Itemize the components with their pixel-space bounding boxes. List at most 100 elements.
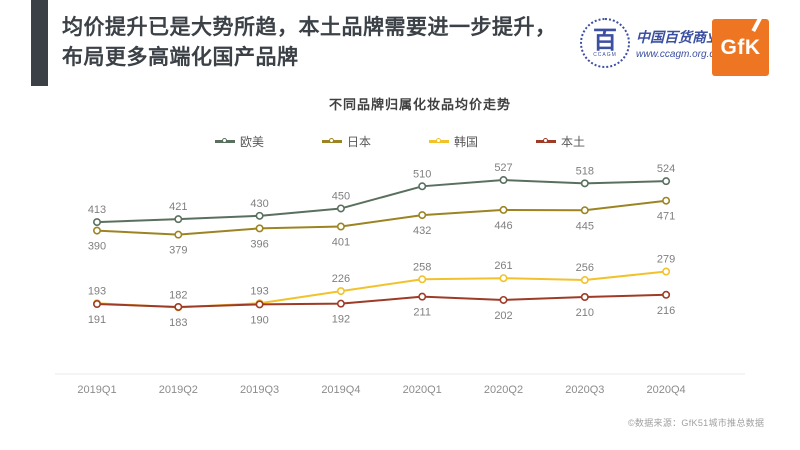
- data-label: 193: [88, 285, 106, 297]
- data-label: 191: [88, 314, 106, 326]
- data-point: [662, 267, 671, 276]
- data-point: [418, 292, 427, 301]
- legend-label: 欧美: [239, 135, 264, 149]
- data-point: [580, 293, 589, 302]
- legend-label: 韩国: [454, 135, 479, 149]
- ccagm-emblem-glyph: 百: [593, 25, 617, 54]
- data-point: [580, 206, 589, 215]
- data-label: 432: [413, 225, 431, 237]
- data-point: [255, 300, 264, 309]
- data-point: [499, 295, 508, 304]
- data-point: [255, 211, 264, 220]
- data-point: [336, 204, 345, 213]
- data-point: [499, 274, 508, 283]
- data-point: [662, 196, 671, 205]
- data-point: [174, 215, 183, 224]
- data-label: 192: [332, 314, 350, 326]
- data-label: 210: [576, 307, 594, 319]
- data-point: [93, 218, 102, 227]
- x-axis-tick: 2020Q3: [565, 384, 604, 396]
- legend-marker-icon: [214, 138, 235, 144]
- data-label: 390: [88, 241, 106, 253]
- line-chart: 2019Q1 2019Q2 2019Q3 2019Q4 2020Q1 2020Q2 2020…: [55, 162, 745, 396]
- data-point: [93, 226, 102, 235]
- x-axis-tick: 2019Q2: [159, 384, 198, 396]
- chart-title: 不同品牌归属化妆品均价走势: [328, 98, 511, 113]
- data-label: 446: [494, 220, 512, 232]
- legend-marker-icon: [321, 138, 342, 144]
- data-point: [174, 302, 183, 311]
- series-line-0: [96, 179, 667, 224]
- legend-item-0: 欧美: [214, 133, 264, 150]
- data-point: [499, 176, 508, 185]
- x-axis-tick: 2020Q1: [403, 384, 442, 396]
- data-point: [499, 205, 508, 214]
- data-point: [580, 179, 589, 188]
- chart-legend: 欧美 日本 韩国 本土: [0, 133, 800, 150]
- data-label: 413: [88, 204, 106, 216]
- x-axis-tick: 2019Q1: [77, 384, 116, 396]
- data-label: 527: [494, 162, 512, 174]
- data-point: [662, 177, 671, 186]
- data-label: 379: [169, 245, 187, 257]
- data-point: [93, 300, 102, 309]
- data-label: 261: [494, 260, 512, 272]
- page-title-line1: 均价提升已是大势所趋，本土品牌需要进一步提升，: [62, 16, 557, 39]
- data-point: [174, 230, 183, 239]
- data-source-footnote: ©数据来源：GfK51城市推总数据: [628, 418, 765, 428]
- data-label: 182: [169, 289, 187, 301]
- gfk-logo-text: GfK: [720, 35, 761, 59]
- legend-item-1: 日本: [321, 133, 371, 150]
- data-label: 396: [250, 238, 268, 250]
- legend-marker-dot-icon: [543, 138, 549, 144]
- legend-item-3: 本土: [536, 133, 585, 150]
- data-point: [662, 290, 671, 299]
- legend-label: 本土: [561, 135, 586, 149]
- data-label: 183: [169, 317, 187, 329]
- data-point: [418, 275, 427, 284]
- gfk-logo-accent: [751, 19, 763, 33]
- legend-label: 日本: [346, 135, 371, 149]
- data-label: 202: [494, 310, 512, 322]
- page-title-line2: 布局更多高端化国产品牌: [62, 46, 299, 69]
- data-label: 518: [576, 165, 594, 177]
- x-axis-tick: 2020Q4: [647, 384, 686, 396]
- page-title: 均价提升已是大势所趋，本土品牌需要进一步提升， 布局更多高端化国产品牌: [62, 13, 562, 73]
- data-point: [580, 276, 589, 285]
- data-label: 216: [657, 305, 675, 317]
- x-axis-tick: 2019Q3: [240, 384, 279, 396]
- data-point: [336, 222, 345, 231]
- data-label: 430: [250, 198, 268, 210]
- data-point: [418, 182, 427, 191]
- data-label: 226: [332, 273, 350, 285]
- data-point: [336, 287, 345, 296]
- data-label: 279: [657, 254, 675, 266]
- data-label: 450: [332, 190, 350, 202]
- legend-item-2: 韩国: [429, 133, 478, 150]
- ccagm-emblem-icon: 百 CCAGM: [580, 18, 630, 68]
- data-label: 510: [413, 168, 431, 180]
- gfk-logo: GfK: [712, 19, 769, 76]
- series-line-1: [96, 199, 667, 236]
- data-label: 193: [250, 285, 268, 297]
- data-label: 190: [250, 314, 268, 326]
- data-label: 445: [576, 220, 594, 232]
- ccagm-website: www.ccagm.org.cn: [636, 48, 720, 60]
- data-label: 258: [413, 261, 431, 273]
- data-label: 471: [657, 211, 675, 223]
- data-label: 256: [576, 262, 594, 274]
- data-label: 401: [332, 237, 350, 249]
- legend-marker-dot-icon: [221, 138, 227, 144]
- data-label: 211: [413, 307, 431, 319]
- data-label: 524: [657, 163, 675, 175]
- legend-marker-dot-icon: [328, 138, 334, 144]
- data-point: [255, 224, 264, 233]
- data-point: [418, 211, 427, 220]
- x-axis-tick: 2020Q2: [484, 384, 523, 396]
- legend-marker-icon: [536, 138, 557, 144]
- title-accent-bar: [31, 0, 48, 86]
- series-line-3: [96, 293, 667, 308]
- legend-marker-dot-icon: [436, 138, 441, 144]
- ccagm-emblem-text: CCAGM: [593, 52, 617, 58]
